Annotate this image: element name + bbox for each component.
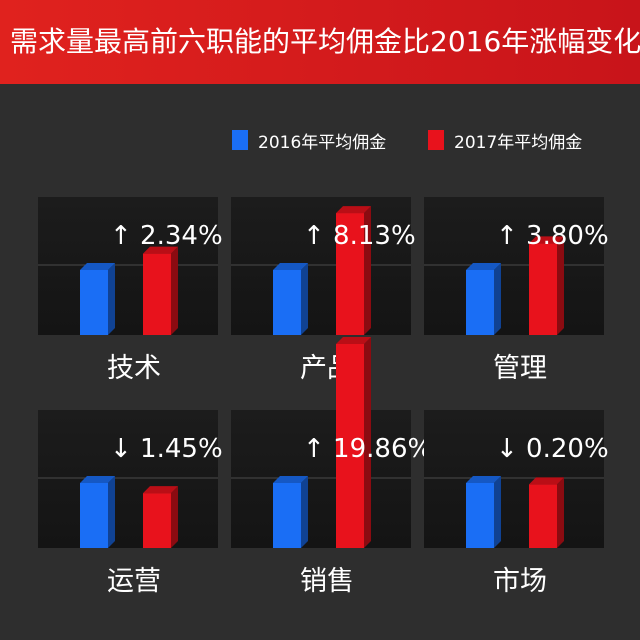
header-banner: 需求量最高前六职能的平均佣金比2016年涨幅变化 <box>0 0 640 84</box>
category-label: 市场 <box>493 566 547 597</box>
change-label: ↑ 2.34% <box>110 221 223 251</box>
panel-background <box>38 410 218 548</box>
category-label: 技术 <box>107 353 161 384</box>
bar-2017 <box>529 236 564 335</box>
bar-2017 <box>143 486 178 548</box>
legend-label-2017: 2017年平均佣金 <box>454 132 583 153</box>
panel-background <box>231 197 411 335</box>
category-label: 管理 <box>493 353 547 384</box>
bar-2016 <box>273 263 308 335</box>
panel-background <box>424 410 604 548</box>
chart-panel: ↑ 8.13%产品 <box>231 197 416 384</box>
page-title: 需求量最高前六职能的平均佣金比2016年涨幅变化 <box>10 25 640 58</box>
bar-2016 <box>80 476 115 548</box>
bar-2017 <box>336 336 371 548</box>
panel-background <box>231 410 411 548</box>
category-label: 销售 <box>300 566 354 597</box>
bar-2016 <box>466 263 501 335</box>
change-label: ↓ 1.45% <box>110 434 223 464</box>
legend-swatch-2017 <box>428 130 444 150</box>
chart-panel: ↓ 1.45% 运营 <box>38 410 223 597</box>
panel-background <box>424 197 604 335</box>
legend-item-2016: 2016年平均佣金 <box>232 128 387 153</box>
bar-2017 <box>143 246 178 335</box>
bar-2017 <box>336 206 371 335</box>
bar-2016 <box>80 263 115 335</box>
chart-panel: ↓ 0.20% 市场 <box>424 410 609 597</box>
legend: 2016年平均佣金 2017年平均佣金 <box>0 128 640 153</box>
panel-background <box>38 197 218 335</box>
change-label: ↑ 8.13% <box>303 221 416 251</box>
legend-swatch-2016 <box>232 130 248 150</box>
chart-panel: ↑ 19.86% 销售 <box>231 336 432 597</box>
chart-panel: ↑ 2.34% 技术 <box>38 197 223 384</box>
legend-item-2017: 2017年平均佣金 <box>428 128 583 153</box>
category-label: 运营 <box>107 566 161 597</box>
change-label: ↑ 19.86% <box>303 434 432 464</box>
bar-2016 <box>466 476 501 548</box>
legend-label-2016: 2016年平均佣金 <box>258 132 387 153</box>
change-label: ↓ 0.20% <box>496 434 609 464</box>
chart-panel: ↑ 3.80% 管理 <box>424 197 609 384</box>
change-label: ↑ 3.80% <box>496 221 609 251</box>
bar-2017 <box>529 477 564 548</box>
bar-2016 <box>273 476 308 548</box>
